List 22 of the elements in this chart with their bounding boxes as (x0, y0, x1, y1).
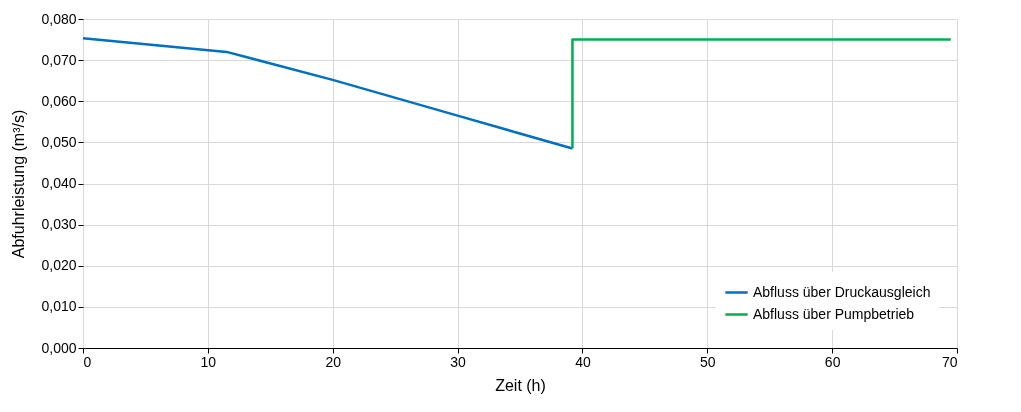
legend-label: Abfluss über Pumpbetrieb (753, 305, 915, 322)
y-tick-label: 0,040 (41, 175, 77, 191)
x-tick-label: 20 (325, 353, 342, 370)
x-axis-title: Zeit (h) (495, 376, 546, 394)
y-tick-label: 0,050 (41, 133, 77, 150)
x-tick-label: 60 (824, 353, 841, 370)
x-tick-label: 40 (575, 353, 591, 370)
x-tick-label: 10 (200, 353, 217, 370)
y-tick-label: 0,020 (41, 257, 77, 274)
y-tick-label: 0,070 (41, 51, 77, 68)
y-tick-label: 0,010 (41, 298, 77, 315)
y-tick-label: 0,080 (41, 10, 77, 27)
y-tick-label: 0,030 (41, 216, 77, 233)
x-tick-label: 30 (450, 353, 467, 370)
y-axis-title: Abfuhrleistung (m³/s) (10, 109, 28, 259)
y-tick-label: 0,060 (41, 92, 77, 109)
line-series (81, 37, 574, 150)
y-tick-label: 0,000 (41, 339, 77, 356)
legend-label: Abfluss über Druckausgleich (753, 283, 931, 300)
x-tick-label: 70 (941, 353, 958, 370)
x-tick-label: 50 (700, 353, 716, 370)
x-tick-label: 0 (83, 353, 92, 370)
